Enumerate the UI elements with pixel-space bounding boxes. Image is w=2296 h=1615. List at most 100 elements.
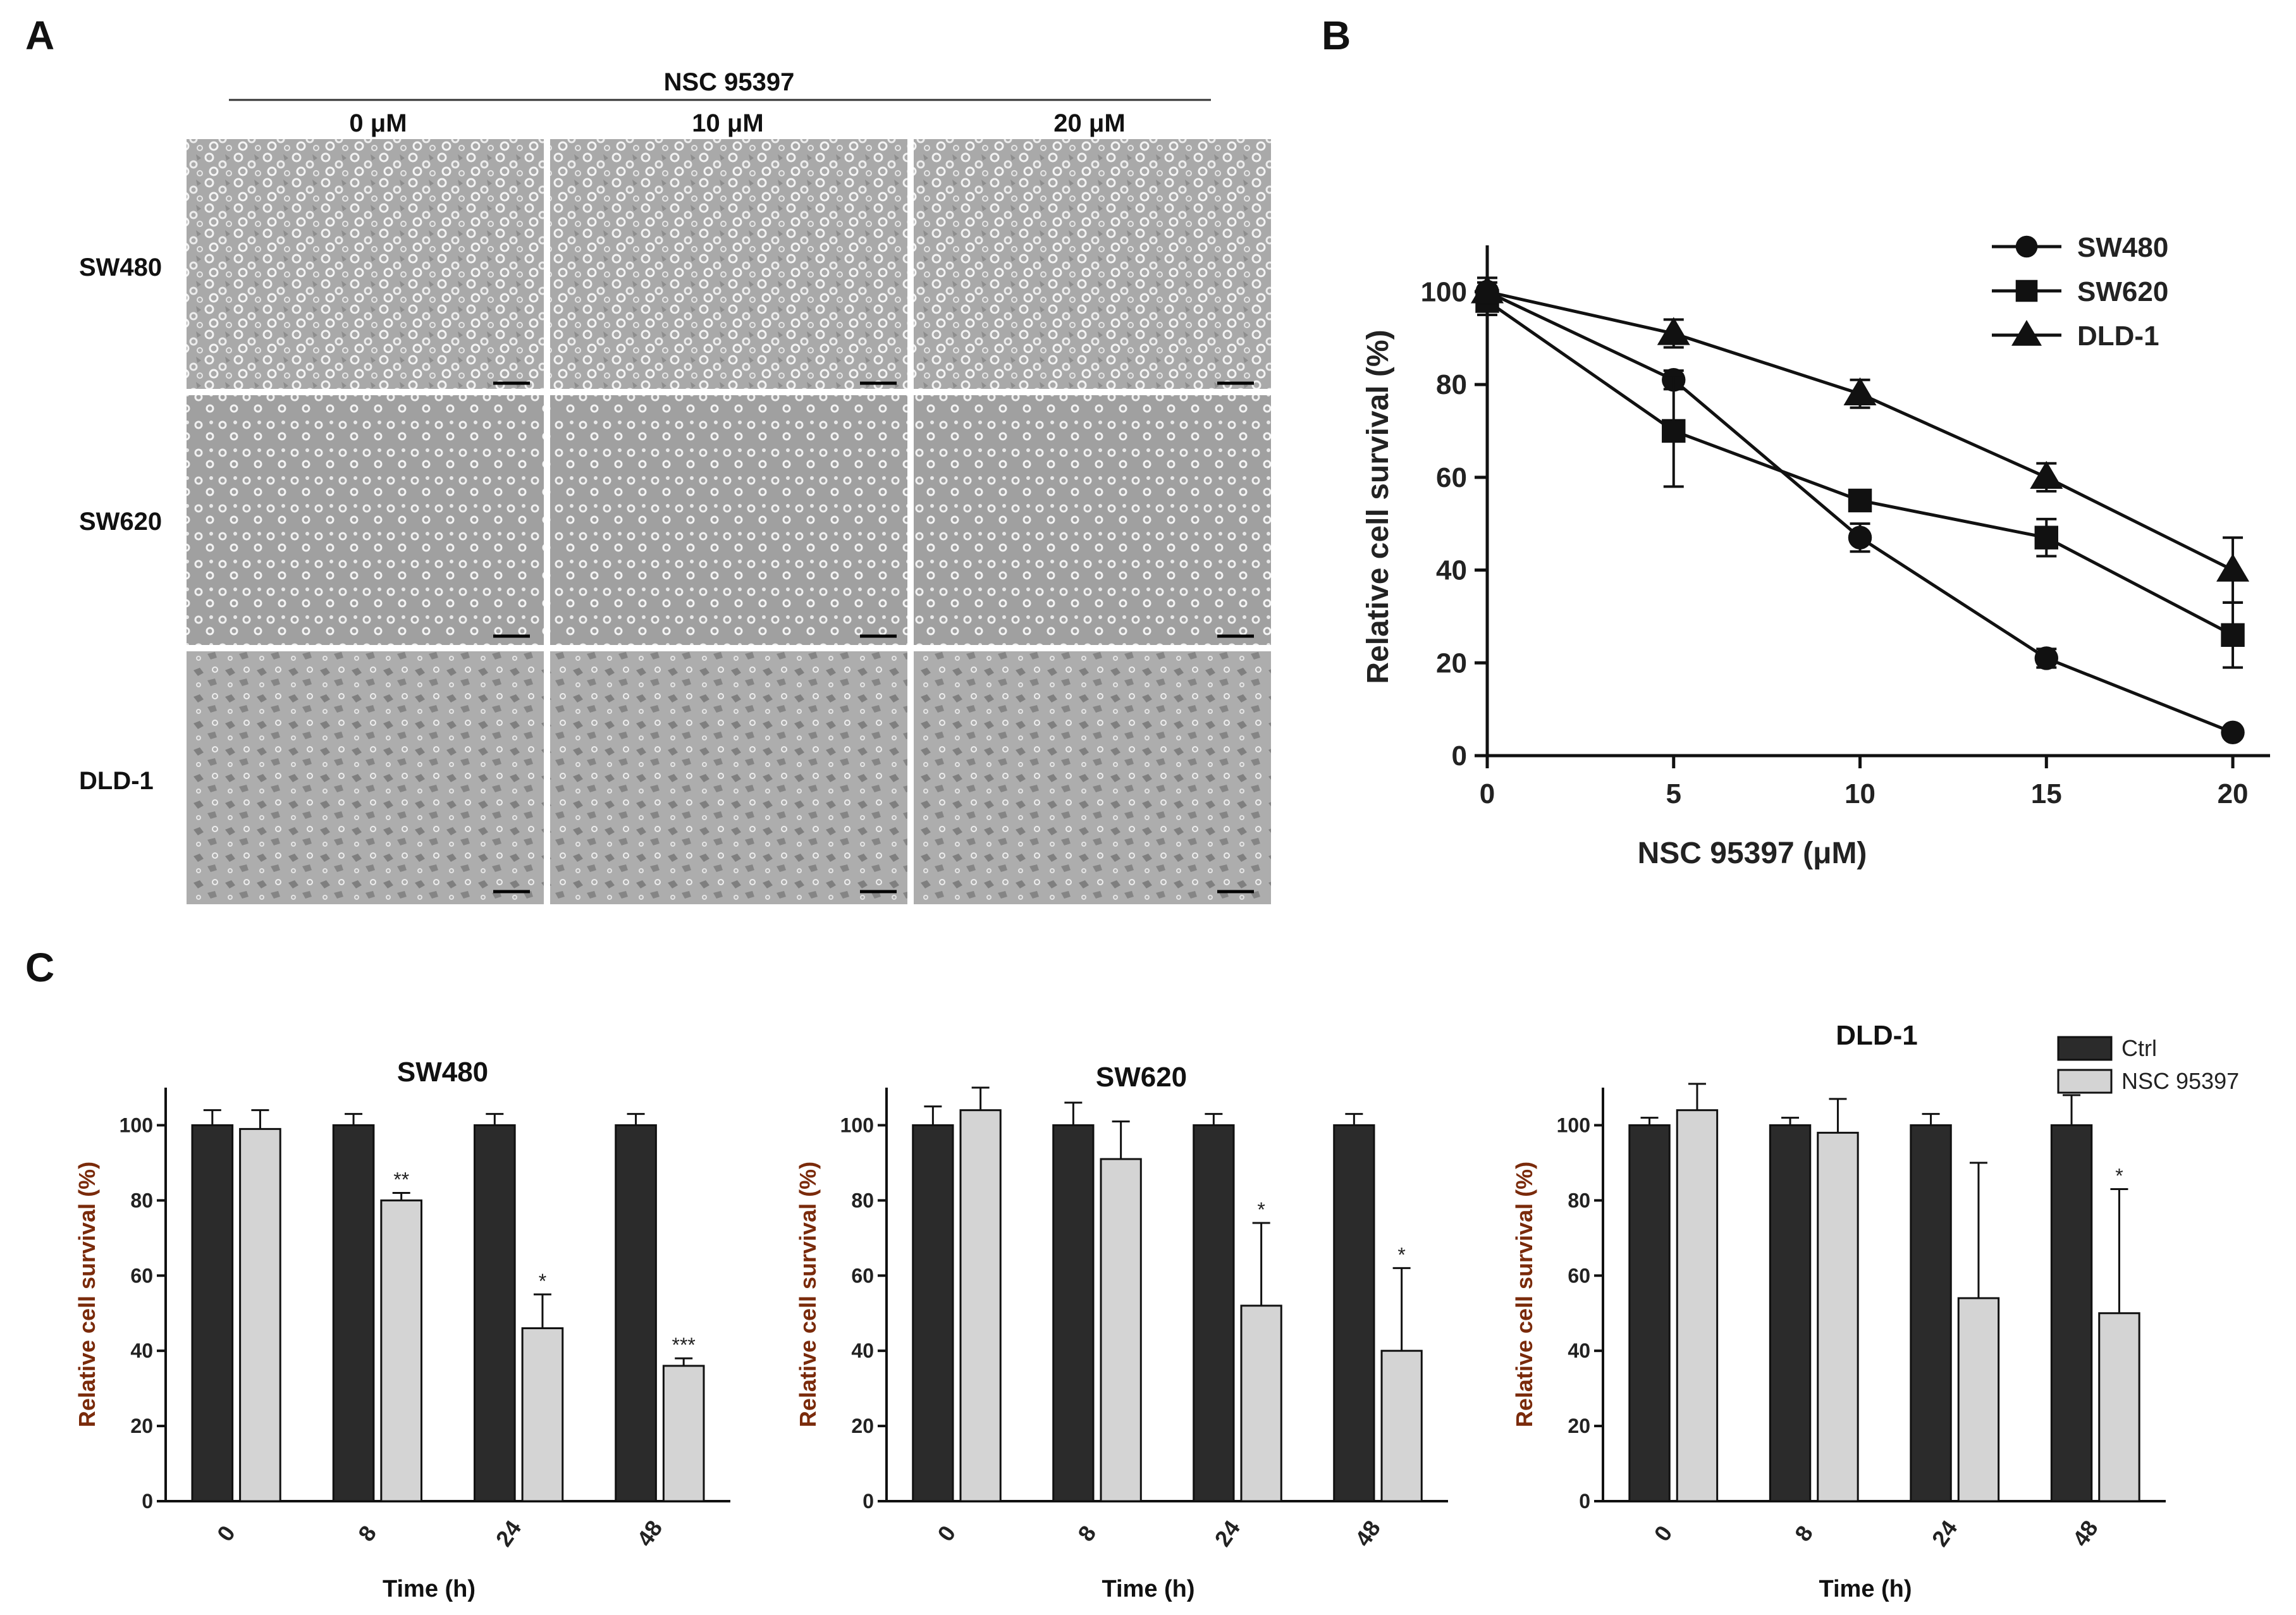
- x-axis-title: Time (h): [383, 1576, 476, 1602]
- y-axis-title: Relative cell survival (%): [1511, 1162, 1537, 1427]
- y-tick-label: 100: [1421, 276, 1467, 307]
- bar-treated: [380, 1199, 423, 1502]
- bar-ctrl: [1193, 1124, 1235, 1502]
- cell-line-label-1: SW620: [79, 508, 162, 536]
- y-tick-label: 40: [130, 1339, 153, 1362]
- bar-ctrl: [1052, 1124, 1095, 1502]
- bar-treated: [1957, 1297, 2000, 1502]
- panel-a-letter: A: [25, 13, 54, 58]
- data-point: [1843, 377, 1877, 405]
- bar-treated: [1676, 1109, 1719, 1502]
- legend-item: SW480: [1992, 232, 2168, 263]
- chart-title: SW620: [1096, 1062, 1187, 1093]
- x-tick-label: 8: [1072, 1521, 1101, 1546]
- y-tick-label: 60: [1436, 462, 1467, 493]
- micrograph-dld1-0: [187, 651, 544, 904]
- x-axis-title: Time (h): [1819, 1576, 1912, 1602]
- y-tick-label: 100: [120, 1114, 153, 1136]
- y-tick-label: 60: [130, 1264, 153, 1287]
- category-group: 0: [191, 1109, 281, 1546]
- legend-swatch-ctrl: [2057, 1036, 2113, 1061]
- data-point: [2034, 646, 2059, 670]
- x-tick-label: 24: [1927, 1516, 1963, 1551]
- x-tick-label: 0: [1480, 778, 1495, 809]
- y-tick-label: 60: [851, 1264, 874, 1287]
- bar-treated: [1240, 1305, 1282, 1502]
- category-group: * 48: [1333, 1113, 1423, 1551]
- significance-mark: *: [2115, 1165, 2123, 1188]
- x-tick-label: 5: [1666, 778, 1681, 809]
- data-point: [2034, 525, 2059, 550]
- y-tick-label: 40: [1436, 555, 1467, 586]
- x-tick-label: 8: [1790, 1521, 1818, 1546]
- legend-label: SW620: [2077, 276, 2168, 307]
- legend-swatch-treated: [2057, 1069, 2113, 1094]
- category-group: * 48: [2050, 1094, 2140, 1551]
- x-tick-label: 0: [932, 1521, 961, 1546]
- x-tick-label: 24: [1209, 1516, 1245, 1551]
- y-tick-label: 60: [1568, 1264, 1590, 1287]
- treatment-label: NSC 95397: [664, 68, 795, 96]
- y-tick-label: 80: [130, 1189, 153, 1212]
- y-tick-label: 40: [851, 1339, 874, 1362]
- chart-title: DLD-1: [1836, 1020, 1918, 1051]
- y-tick-label: 80: [1568, 1189, 1590, 1212]
- chart-title: SW480: [397, 1057, 488, 1088]
- x-tick-label: 0: [212, 1521, 240, 1546]
- bar-treated: [239, 1127, 281, 1502]
- data-point: [2221, 720, 2245, 745]
- micrograph-sw620-0: [187, 395, 544, 645]
- dose-label-2: 20 μM: [1053, 109, 1125, 137]
- y-tick-label: 0: [1452, 740, 1467, 771]
- y-tick-label: 80: [851, 1189, 874, 1212]
- bar-ctrl: [1628, 1124, 1671, 1502]
- data-point: [1657, 317, 1690, 345]
- x-tick-label: 15: [2031, 778, 2062, 809]
- legend-item: SW620: [1992, 276, 2168, 307]
- bar-treated: [959, 1109, 1002, 1502]
- x-tick-label: 48: [632, 1516, 668, 1551]
- y-axis-title: Relative cell survival (%): [74, 1162, 100, 1427]
- bar-treated: [1817, 1131, 1859, 1502]
- legend-label: NSC 95397: [2121, 1068, 2239, 1094]
- series-dld-1: [1471, 275, 2250, 604]
- micrograph-dld1-20: [914, 651, 1271, 904]
- panel-c-letter: C: [25, 945, 54, 990]
- bar-ctrl: [2050, 1124, 2093, 1502]
- bar-treated: [521, 1327, 564, 1502]
- category-group: * 24: [1193, 1113, 1282, 1551]
- significance-mark: **: [393, 1168, 409, 1191]
- y-axis-title: Relative cell survival (%): [795, 1162, 821, 1427]
- x-axis-title: Time (h): [1102, 1576, 1194, 1602]
- y-tick-label: 20: [1436, 648, 1467, 679]
- bar-ctrl: [615, 1124, 657, 1502]
- category-group: 8: [1052, 1102, 1142, 1546]
- cell-line-label-2: DLD-1: [79, 767, 154, 795]
- data-point: [1848, 525, 1872, 550]
- y-axis-title: Relative cell survival (%): [1361, 329, 1395, 684]
- bar-ctrl: [1333, 1124, 1375, 1502]
- significance-mark: *: [1257, 1198, 1265, 1221]
- micrograph-dld1-10: [550, 651, 907, 904]
- legend-marker: [2011, 320, 2042, 346]
- micrograph-sw620-10: [550, 395, 907, 645]
- scale-bars: [493, 381, 1254, 893]
- legend-label: Ctrl: [2121, 1035, 2157, 1061]
- cell-line-label-0: SW480: [79, 254, 162, 281]
- x-tick-label: 24: [491, 1516, 527, 1551]
- micrograph-sw480-20: [914, 139, 1271, 389]
- bar-treated: [1100, 1158, 1142, 1502]
- series-sw620: [1475, 286, 2245, 669]
- y-tick-label: 100: [1557, 1114, 1590, 1136]
- y-tick-label: 0: [1579, 1490, 1590, 1513]
- micrograph-sw480-0: [187, 139, 544, 389]
- category-group: 8: [1769, 1098, 1859, 1546]
- panel-b: B 0 20 40 60 80 100 0 5 10 15 20 NSC 95397 (μM) Rela…: [1322, 13, 2270, 870]
- category-group: *** 48: [615, 1113, 705, 1551]
- bar-ctrl: [473, 1124, 516, 1502]
- data-point: [1662, 419, 1686, 443]
- y-tick-label: 20: [1568, 1415, 1590, 1437]
